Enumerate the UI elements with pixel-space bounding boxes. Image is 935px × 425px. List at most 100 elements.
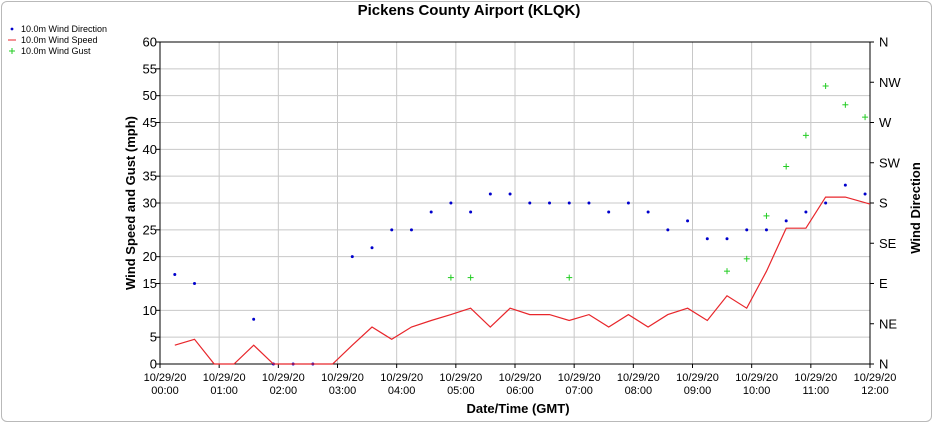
legend-label-wind-speed: 10.0m Wind Speed (21, 35, 98, 45)
x-tick-time: 06:00 (506, 385, 534, 397)
legend-marker-wind-gust (9, 48, 15, 54)
x-tick-date: 10/29/20 (794, 372, 837, 384)
y2-tick-label: SE (879, 236, 897, 251)
x-tick-time: 11:00 (802, 385, 829, 397)
x-tick-time: 00:00 (151, 385, 179, 397)
data-point-wind-direction (626, 201, 630, 205)
x-tick-date: 10/29/20 (617, 372, 660, 384)
x-tick-time: 09:00 (684, 385, 712, 397)
data-point-wind-direction (528, 201, 532, 205)
data-point-wind-direction (508, 192, 512, 196)
data-point-wind-gust (783, 163, 790, 170)
y2-tick-label: SW (879, 155, 901, 170)
data-point-wind-direction (567, 201, 571, 205)
y-tick-label: 5 (150, 330, 157, 345)
data-point-wind-direction (429, 210, 433, 214)
y-tick-label: 50 (143, 88, 157, 103)
data-point-wind-direction (824, 201, 828, 205)
y-axis-left: 0 5 10 15 20 25 30 35 40 45 50 55 60 (143, 35, 160, 372)
legend-label-wind-direction: 10.0m Wind Direction (21, 24, 107, 34)
y2-tick-label: NW (879, 75, 901, 90)
x-tick-time: 10:00 (743, 385, 771, 397)
y-tick-label: 55 (143, 61, 157, 76)
x-tick-date: 10/29/20 (676, 372, 719, 384)
data-point-wind-direction (745, 228, 749, 232)
data-point-wind-gust (447, 274, 454, 281)
data-point-wind-direction (173, 273, 177, 277)
x-tick-date: 10/29/20 (854, 372, 897, 384)
y-tick-label: 15 (143, 276, 157, 291)
grid (159, 41, 871, 365)
data-point-wind-direction (469, 210, 473, 214)
x-tick-date: 10/29/20 (380, 372, 423, 384)
y2-axis-label: Wind Direction (908, 162, 923, 254)
y2-tick-label: W (879, 115, 892, 130)
x-tick-date: 10/29/20 (735, 372, 778, 384)
y-tick-label: 20 (143, 249, 157, 264)
y-tick-label: 30 (143, 196, 157, 211)
y2-tick-label: N (879, 357, 888, 372)
data-point-wind-direction (488, 192, 492, 196)
data-point-wind-direction (587, 201, 591, 205)
data-point-wind-direction (666, 228, 670, 232)
x-tick-date: 10/29/20 (558, 372, 601, 384)
data-point-wind-direction (646, 210, 650, 214)
y-axis-label: Wind Speed and Gust (mph) (123, 116, 138, 290)
data-point-wind-gust (842, 101, 849, 108)
data-point-wind-direction (843, 183, 847, 187)
data-point-wind-direction (350, 255, 354, 259)
data-point-wind-gust (862, 114, 869, 121)
data-point-wind-gust (467, 274, 474, 281)
chart-title: Pickens County Airport (KLQK) (358, 2, 581, 19)
data-point-wind-direction (705, 237, 709, 241)
legend: 10.0m Wind Direction 10.0m Wind Speed 10… (8, 24, 107, 56)
x-tick-time: 08:00 (625, 385, 653, 397)
data-point-wind-direction (449, 201, 453, 205)
data-point-wind-direction (686, 219, 690, 223)
x-tick-time: 07:00 (565, 385, 593, 397)
y-tick-label: 35 (143, 169, 157, 184)
data-point-wind-gust (802, 132, 809, 139)
legend-marker-wind-direction (10, 27, 14, 31)
x-tick-date: 10/29/20 (499, 372, 542, 384)
data-point-wind-direction (193, 282, 197, 285)
x-tick-date: 10/29/20 (144, 372, 187, 384)
y2-tick-label: NE (879, 316, 897, 331)
y-axis-right: N NE E SE S SW W NW N (870, 35, 901, 372)
y-tick-label: 10 (143, 303, 157, 318)
data-point-wind-gust (763, 212, 770, 219)
y2-tick-label: E (879, 276, 888, 291)
x-tick-date: 10/29/20 (439, 372, 482, 384)
series-line-wind-speed (174, 196, 871, 365)
y-tick-label: 25 (143, 222, 157, 237)
y-tick-label: 0 (150, 357, 157, 372)
data-point-wind-direction (548, 201, 552, 205)
x-tick-time: 12:00 (861, 385, 889, 397)
x-tick-time: 02:00 (270, 385, 298, 397)
x-tick-time: 01:00 (210, 385, 238, 397)
data-point-wind-direction (409, 228, 413, 232)
y-tick-label: 40 (143, 142, 157, 157)
y2-tick-label: S (879, 196, 888, 211)
data-point-wind-direction (784, 219, 788, 223)
data-point-wind-direction (390, 228, 394, 232)
data-point-wind-direction (725, 237, 729, 241)
data-point-wind-direction (863, 192, 867, 196)
x-axis: 10/29/2000:0010/29/2001:0010/29/2002:001… (144, 364, 897, 397)
legend-label-wind-gust: 10.0m Wind Gust (21, 46, 91, 56)
y-tick-label: 45 (143, 115, 157, 130)
x-tick-time: 03:00 (329, 385, 357, 397)
data-point-wind-gust (743, 255, 750, 262)
x-tick-date: 10/29/20 (262, 372, 305, 384)
x-axis-label: Date/Time (GMT) (466, 401, 569, 416)
data-point-wind-direction (607, 210, 611, 214)
y2-tick-label: N (879, 35, 888, 50)
data-point-wind-gust (566, 274, 573, 281)
x-tick-time: 05:00 (447, 385, 475, 397)
data-point-wind-direction (252, 317, 256, 321)
series-layer (173, 83, 871, 366)
data-point-wind-direction (370, 246, 374, 250)
data-point-wind-direction (804, 210, 808, 214)
